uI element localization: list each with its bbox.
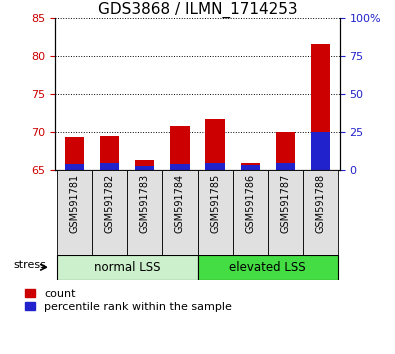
Bar (198, 170, 233, 255)
Text: GSM591786: GSM591786 (245, 174, 255, 233)
Bar (65, 137, 84, 170)
Text: GSM591787: GSM591787 (280, 174, 290, 233)
Bar (65, 164, 84, 170)
Bar (303, 170, 338, 255)
Bar (311, 44, 330, 170)
Text: GSM591782: GSM591782 (105, 174, 115, 233)
Bar (276, 132, 295, 170)
Bar (162, 170, 198, 255)
Text: GSM591781: GSM591781 (70, 174, 80, 233)
Bar (311, 132, 330, 170)
Bar (100, 136, 119, 170)
Text: GSM591783: GSM591783 (140, 174, 150, 233)
Bar (92, 170, 127, 255)
Bar (198, 255, 338, 280)
Text: stress: stress (14, 260, 47, 270)
Bar (241, 165, 260, 170)
Bar (135, 166, 154, 170)
Text: normal LSS: normal LSS (94, 261, 160, 274)
Bar (276, 163, 295, 170)
Bar (205, 163, 225, 170)
Title: GDS3868 / ILMN_1714253: GDS3868 / ILMN_1714253 (98, 1, 297, 18)
Bar (57, 255, 198, 280)
Legend: count, percentile rank within the sample: count, percentile rank within the sample (25, 289, 232, 312)
Bar (57, 170, 92, 255)
Bar (241, 163, 260, 170)
Text: GSM591788: GSM591788 (315, 174, 325, 233)
Text: elevated LSS: elevated LSS (229, 261, 306, 274)
Bar (268, 170, 303, 255)
Bar (100, 163, 119, 170)
Bar (170, 164, 190, 170)
Bar (135, 160, 154, 170)
Bar (170, 126, 190, 170)
Bar (233, 170, 268, 255)
Text: GSM591784: GSM591784 (175, 174, 185, 233)
Bar (205, 119, 225, 170)
Bar (127, 170, 162, 255)
Text: GSM591785: GSM591785 (210, 174, 220, 233)
